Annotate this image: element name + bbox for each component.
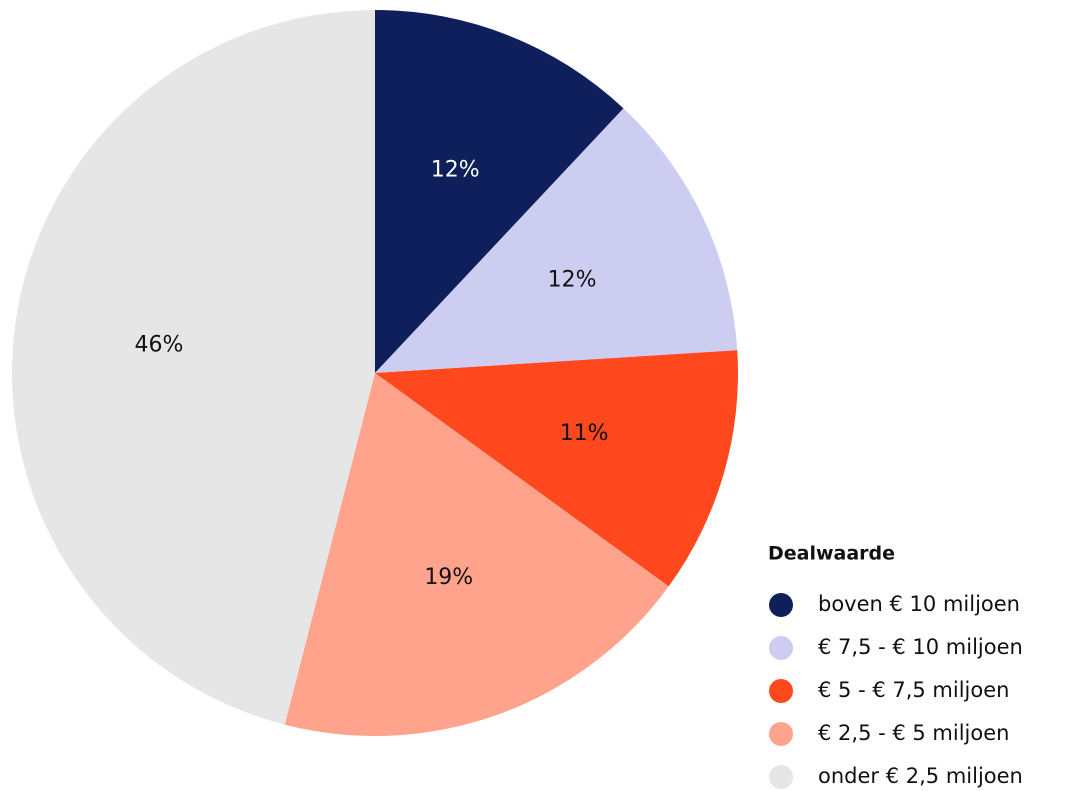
legend-swatch: [769, 593, 793, 617]
legend-swatch: [769, 636, 793, 660]
legend-label: boven € 10 miljoen: [818, 592, 1020, 616]
legend-title: Dealwaarde: [768, 543, 895, 565]
slice-label: 12%: [431, 157, 480, 182]
pie-slice: [375, 10, 624, 373]
legend-label: € 7,5 - € 10 miljoen: [818, 635, 1023, 659]
pie-slice: [11, 10, 375, 725]
pie-slice: [375, 108, 738, 373]
legend-label: € 5 - € 7,5 miljoen: [818, 678, 1009, 702]
legend-label: € 2,5 - € 5 miljoen: [818, 721, 1009, 745]
slice-label: 12%: [548, 267, 597, 292]
legend-swatch: [769, 679, 793, 703]
slice-label: 19%: [424, 565, 473, 590]
slice-label: 11%: [560, 421, 609, 446]
legend-swatch: [769, 722, 793, 746]
pie-slice: [284, 373, 669, 737]
legend-swatch: [769, 765, 793, 789]
slice-label: 46%: [134, 333, 183, 358]
legend-label: onder € 2,5 miljoen: [818, 764, 1023, 788]
pie-slice: [375, 350, 738, 587]
